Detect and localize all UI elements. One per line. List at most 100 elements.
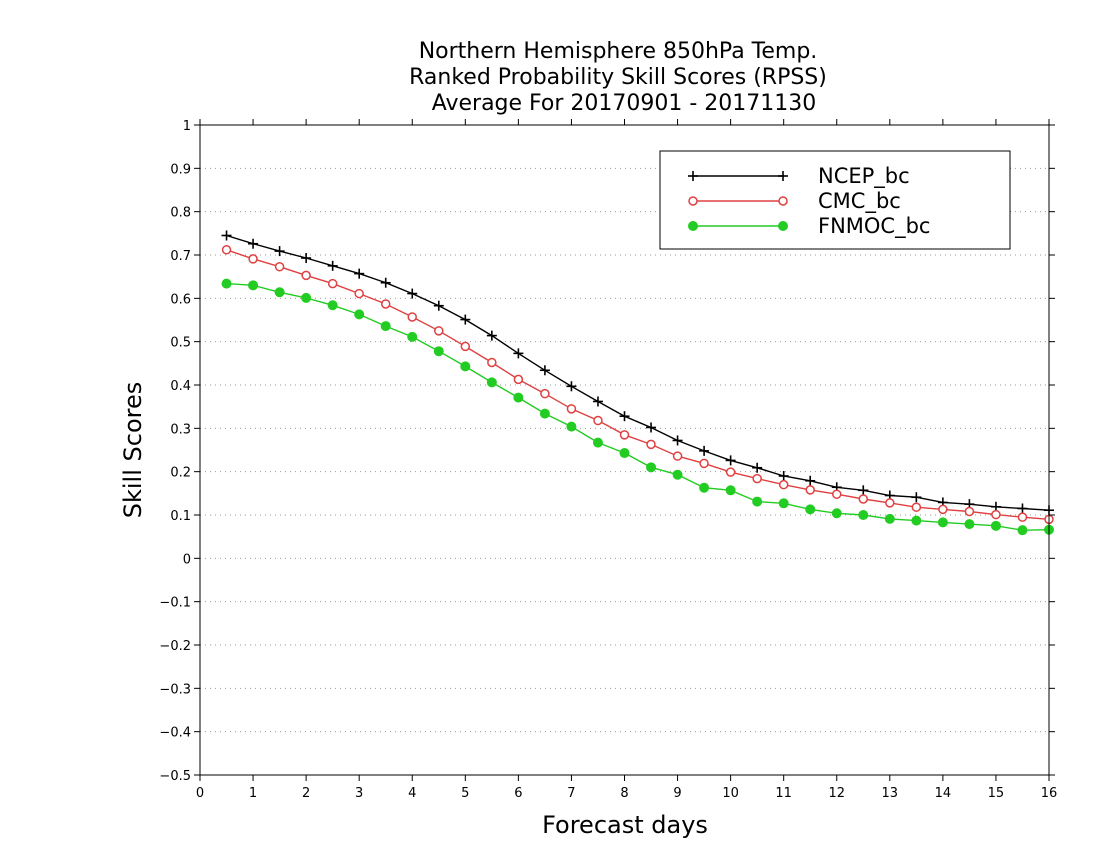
- chart-title-line-3: Average For 20170901 - 20171130: [432, 91, 817, 116]
- y-tick-label: −0.5: [159, 769, 191, 784]
- data-point-cmc-bc: [672, 451, 683, 461]
- data-point-ncep-bc: [911, 492, 922, 503]
- data-point-cmc-bc: [301, 270, 311, 281]
- data-point-cmc-bc: [380, 299, 391, 309]
- y-tick-label: 0: [183, 552, 191, 567]
- y-tick-label: 0.7: [170, 249, 191, 264]
- data-point-ncep-bc: [778, 471, 789, 481]
- data-point-fnmoc-bc: [592, 437, 603, 448]
- legend-label: CMC_bc: [818, 189, 901, 214]
- data-point-ncep-bc: [619, 411, 630, 422]
- data-point-ncep-bc: [858, 485, 869, 496]
- data-point-fnmoc-bc: [221, 278, 232, 289]
- y-tick-label: −0.2: [159, 639, 191, 654]
- series-layer: [221, 230, 1054, 536]
- legend-entry-cmc-bc: CMC_bc: [688, 189, 901, 214]
- data-point-cmc-bc: [619, 430, 630, 440]
- data-point-cmc-bc: [964, 506, 975, 517]
- data-point-ncep-bc: [566, 381, 577, 392]
- data-point-cmc-bc: [646, 439, 656, 450]
- data-point-ncep-bc: [380, 277, 391, 288]
- data-point-cmc-bc: [540, 388, 550, 399]
- data-point-cmc-bc: [248, 254, 258, 264]
- data-point-fnmoc-bc: [274, 287, 285, 298]
- data-point-fnmoc-bc: [778, 498, 789, 509]
- data-point-ncep-bc: [248, 238, 259, 249]
- data-point-ncep-bc: [725, 455, 736, 466]
- legend-box: [659, 150, 1011, 250]
- data-point-cmc-bc: [593, 415, 603, 426]
- x-tick-label: 16: [1041, 786, 1058, 801]
- data-point-fnmoc-bc: [301, 292, 312, 303]
- chart-title-line-1: Northern Hemisphere 850hPa Temp.: [419, 39, 818, 64]
- data-point-cmc-bc: [725, 467, 736, 477]
- data-point-fnmoc-bc: [248, 280, 259, 291]
- data-point-cmc-bc: [434, 326, 444, 336]
- data-point-ncep-bc: [407, 288, 418, 299]
- x-tick-label: 0: [196, 786, 204, 801]
- data-point-fnmoc-bc: [646, 462, 657, 473]
- y-tick-label: −0.4: [159, 726, 191, 741]
- data-point-ncep-bc: [274, 246, 285, 257]
- data-point-ncep-bc: [539, 365, 550, 376]
- legend-entry-fnmoc-bc: FNMOC_bc: [688, 214, 930, 239]
- legend-marker: [688, 221, 698, 231]
- series-line-ncep-bc: [226, 234, 1050, 511]
- x-axis-label: Forecast days: [542, 811, 708, 839]
- x-tick-label: 7: [567, 786, 575, 801]
- legend-marker: [778, 171, 788, 181]
- y-axis-label: Skill Scores: [119, 382, 147, 519]
- data-point-ncep-bc: [672, 435, 683, 446]
- chart-title: Northern Hemisphere 850hPa Temp. Ranked …: [409, 39, 827, 116]
- legend-entry-ncep-bc: NCEP_bc: [688, 164, 910, 189]
- y-tick-label: 0.1: [170, 509, 191, 524]
- y-tick-label: −0.3: [159, 682, 191, 697]
- data-point-ncep-bc: [354, 268, 365, 279]
- data-point-ncep-bc: [460, 314, 471, 325]
- data-point-cmc-bc: [221, 245, 232, 255]
- data-point-fnmoc-bc: [460, 361, 471, 372]
- legend-label: FNMOC_bc: [818, 214, 930, 239]
- data-point-ncep-bc: [592, 396, 603, 407]
- data-point-cmc-bc: [938, 504, 948, 515]
- data-point-cmc-bc: [885, 498, 895, 508]
- data-point-cmc-bc: [1017, 512, 1028, 522]
- data-point-cmc-bc: [327, 278, 338, 289]
- data-point-fnmoc-bc: [407, 331, 418, 342]
- data-point-fnmoc-bc: [699, 482, 710, 493]
- x-tick-label: 15: [988, 786, 1005, 801]
- x-tick-label: 9: [673, 786, 681, 801]
- data-point-cmc-bc: [407, 312, 417, 322]
- data-point-fnmoc-bc: [672, 469, 683, 480]
- data-point-cmc-bc: [752, 473, 762, 484]
- x-tick-label: 12: [828, 786, 845, 801]
- y-tick-label: 0.4: [170, 379, 191, 394]
- x-tick-label: 1: [249, 786, 257, 801]
- x-tick-label: 2: [302, 786, 310, 801]
- data-point-fnmoc-bc: [937, 517, 948, 528]
- data-point-cmc-bc: [274, 261, 285, 272]
- data-point-fnmoc-bc: [619, 448, 630, 459]
- y-tick-label: 0.8: [170, 206, 191, 221]
- series-ncep-bc: [221, 230, 1054, 516]
- y-tick-label: 0.9: [170, 162, 191, 177]
- y-tick-label: −0.1: [159, 596, 191, 611]
- data-point-ncep-bc: [1017, 503, 1028, 514]
- data-point-fnmoc-bc: [433, 346, 444, 357]
- data-point-fnmoc-bc: [725, 485, 736, 496]
- data-point-ncep-bc: [513, 348, 524, 359]
- data-point-fnmoc-bc: [539, 408, 550, 419]
- x-tick-label: 10: [722, 786, 739, 801]
- x-tick-label: 8: [620, 786, 628, 801]
- x-tick-label: 14: [935, 786, 952, 801]
- data-point-fnmoc-bc: [858, 510, 869, 520]
- data-point-fnmoc-bc: [354, 309, 365, 320]
- legend-marker: [688, 196, 698, 206]
- y-tick-label: 1: [183, 119, 191, 134]
- data-point-cmc-bc: [513, 374, 524, 385]
- data-point-cmc-bc: [858, 494, 869, 504]
- legend-label: NCEP_bc: [818, 164, 910, 189]
- data-point-fnmoc-bc: [327, 300, 338, 311]
